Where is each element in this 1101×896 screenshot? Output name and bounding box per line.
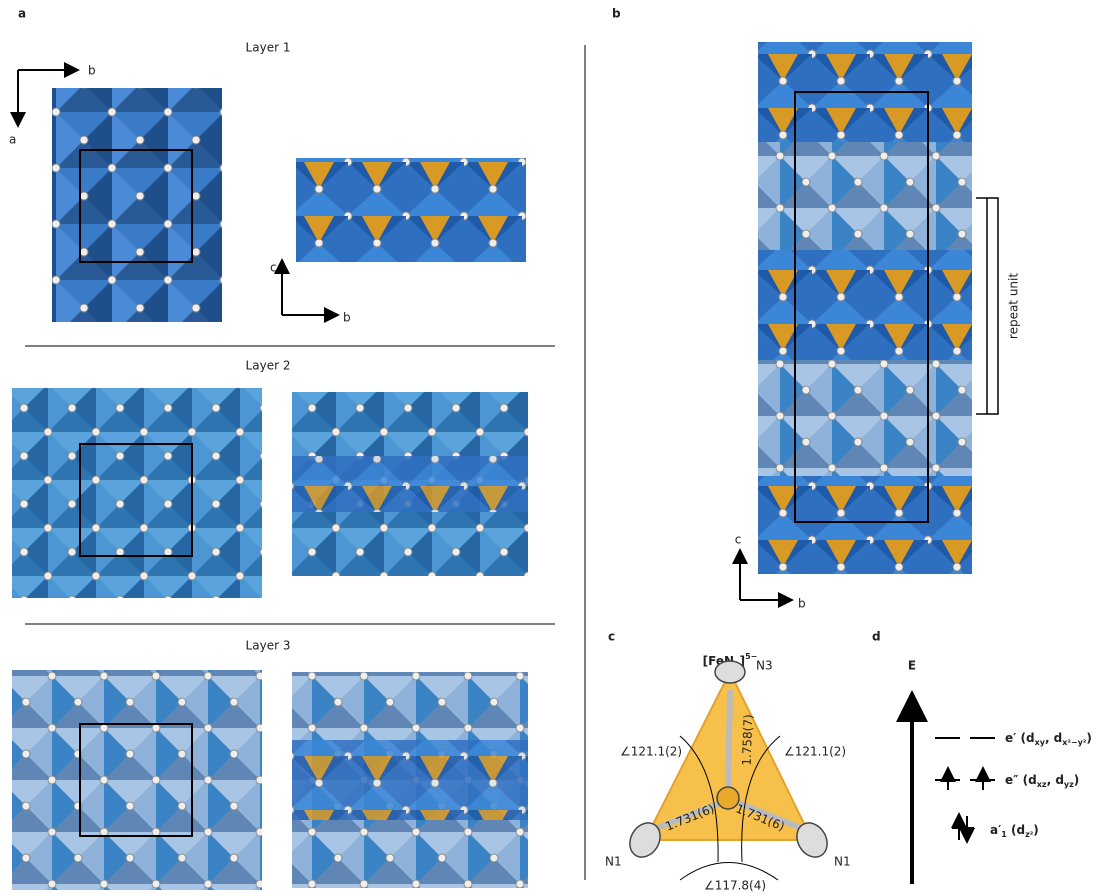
atoms: [629, 660, 828, 858]
shape: [796, 822, 828, 858]
layer-title: Layer 2: [246, 359, 291, 373]
panel-label: d: [872, 630, 881, 644]
text-part: e′ (d: [1005, 731, 1035, 745]
structure: [296, 158, 526, 262]
text-part: z²: [1025, 830, 1034, 839]
panel-label: a: [18, 7, 26, 21]
structure: [52, 88, 222, 322]
text-part: , d: [1047, 773, 1064, 787]
structure: [758, 476, 972, 574]
layer-title: Layer 1: [246, 41, 291, 55]
axis-label: b: [343, 311, 351, 325]
axis-label: c: [270, 261, 277, 275]
unit-cell: [79, 443, 193, 557]
text-part: xz: [1037, 780, 1047, 789]
angle: ∠117.8(4): [704, 879, 766, 893]
shape: [734, 799, 808, 833]
text-part: e″ (d: [1005, 773, 1037, 787]
atom-label: N1: [605, 855, 622, 869]
levels: [935, 737, 995, 844]
unit-cell: [794, 91, 929, 523]
bracket: [976, 197, 999, 415]
level-label: e′ (dxy, dx²−y²): [1005, 731, 1092, 748]
text-part: 5−: [745, 652, 757, 661]
angle: ∠121.1(2): [784, 745, 846, 759]
shape: [725, 689, 733, 796]
unit-cell: [79, 149, 193, 263]
axis-label: c: [735, 533, 742, 547]
axis-label: b: [88, 64, 96, 78]
shape: [716, 786, 740, 810]
text-part: ): [1033, 823, 1038, 837]
atom-label: N1: [834, 855, 851, 869]
angle-arcs: [679, 735, 781, 881]
text-part: xy: [1035, 738, 1046, 747]
level-label: e″ (dxz, dyz): [1005, 773, 1079, 790]
annotation: repeat unit: [1007, 273, 1021, 339]
axis-label: b: [798, 597, 806, 611]
text-part: (d: [1007, 823, 1025, 837]
unit-cell: [79, 723, 193, 837]
bonds: [650, 689, 808, 833]
shape: [714, 660, 746, 684]
text-part: ): [1086, 731, 1091, 745]
text-part: 1: [1001, 830, 1007, 839]
layer-title: Layer 3: [246, 639, 291, 653]
shape: [650, 799, 724, 833]
text-part: x²−y²: [1062, 738, 1087, 747]
structure: [758, 250, 972, 360]
bond-length: 1.758(7): [740, 714, 756, 766]
panel-label: b: [612, 7, 621, 21]
atom-label: N3: [756, 659, 773, 673]
level-label: a′1 (dz²): [990, 823, 1039, 840]
axis-label: E: [908, 659, 916, 673]
panel-label: c: [608, 630, 615, 644]
text-part: , d: [1045, 731, 1062, 745]
axis-label: a: [9, 133, 16, 147]
text-part: yz: [1064, 780, 1074, 789]
structure: [292, 456, 528, 512]
text-part: ]: [740, 654, 745, 668]
structure: [292, 740, 528, 820]
structure: [12, 388, 262, 598]
text-part: a′: [990, 823, 1001, 837]
text-part: ): [1074, 773, 1079, 787]
structure: [12, 670, 262, 890]
shape: [629, 822, 661, 858]
angle: ∠121.1(2): [620, 745, 682, 759]
